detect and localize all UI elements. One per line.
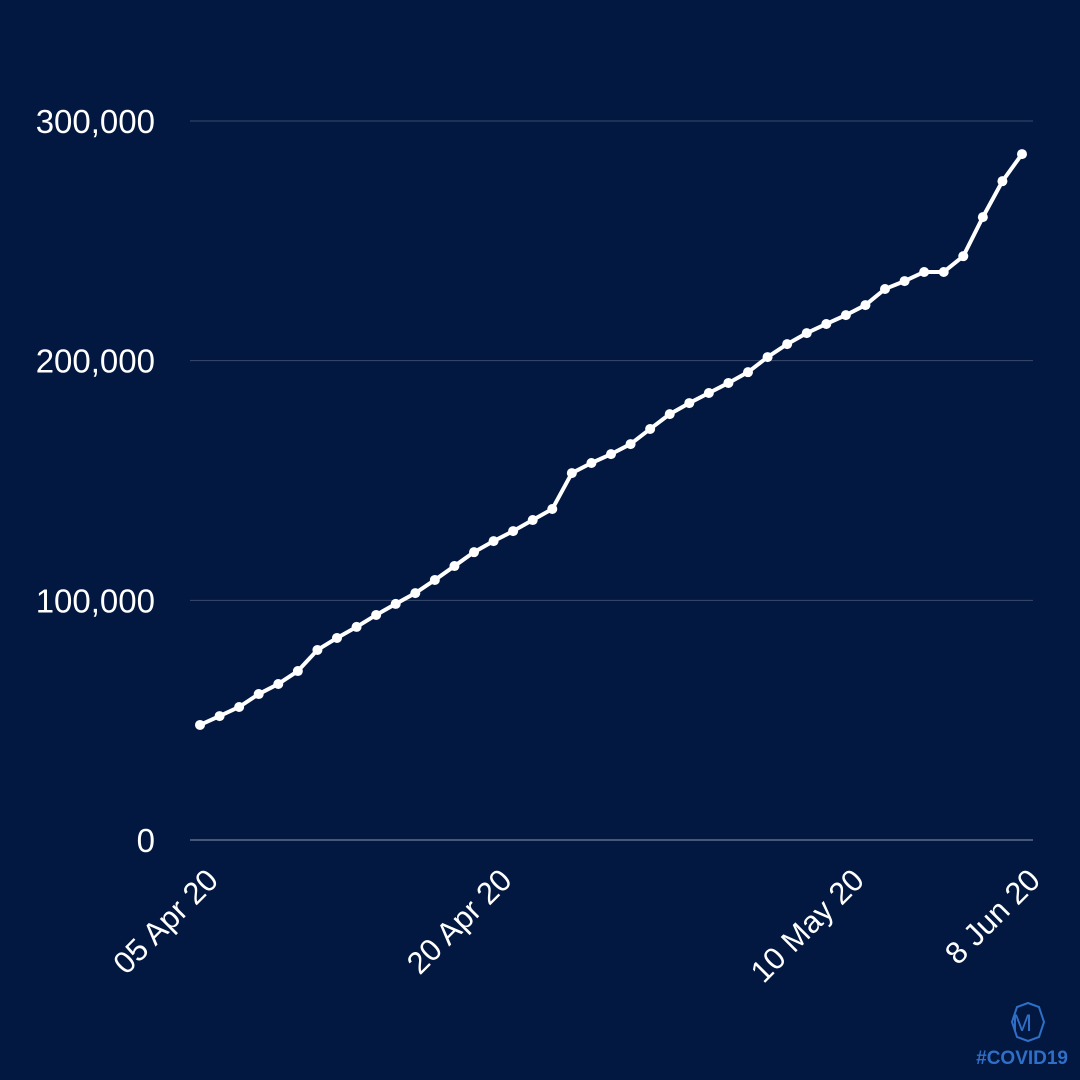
point	[566, 468, 577, 479]
point	[234, 701, 245, 712]
y-tick-label: 0	[137, 822, 155, 859]
point	[743, 367, 753, 378]
point	[390, 598, 401, 609]
point	[469, 547, 479, 558]
point	[821, 318, 832, 329]
point	[449, 561, 460, 572]
point	[958, 251, 969, 262]
point	[684, 398, 695, 409]
point	[508, 526, 519, 537]
point	[899, 276, 910, 287]
point	[860, 300, 871, 311]
point	[703, 388, 714, 399]
point	[429, 574, 440, 585]
point	[351, 621, 362, 632]
point	[273, 678, 284, 689]
point	[488, 536, 499, 547]
point	[586, 458, 597, 469]
y-tick-label: 200,000	[36, 343, 155, 380]
point	[1017, 149, 1027, 160]
point	[840, 310, 851, 321]
point	[997, 176, 1008, 187]
point	[195, 719, 205, 730]
point	[801, 328, 812, 339]
point	[547, 504, 558, 515]
point	[938, 266, 949, 277]
point	[782, 339, 793, 350]
point	[723, 377, 734, 388]
logo-tag: #COVID19	[976, 1048, 1068, 1069]
point	[625, 439, 636, 450]
logo-letter: M	[1012, 1010, 1032, 1037]
point	[606, 449, 616, 460]
y-tick-label: 100,000	[36, 582, 155, 619]
point	[410, 588, 421, 599]
point	[762, 352, 773, 363]
point	[332, 632, 342, 643]
point	[253, 689, 264, 700]
point	[312, 644, 323, 655]
point	[880, 284, 890, 295]
point	[919, 266, 930, 277]
y-tick-label: 300,000	[36, 103, 155, 140]
logo-hexagon	[1010, 1001, 1046, 1043]
point	[292, 666, 303, 677]
point	[371, 609, 382, 620]
point	[645, 423, 656, 434]
point	[977, 212, 988, 223]
point	[214, 711, 225, 722]
point	[527, 515, 538, 526]
point	[664, 409, 675, 420]
